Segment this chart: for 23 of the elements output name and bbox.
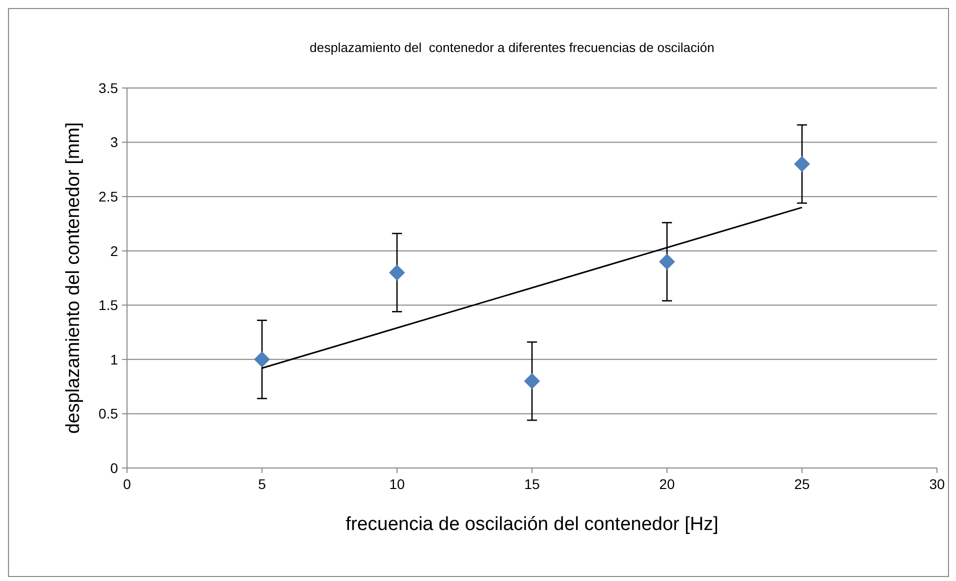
point (389, 264, 405, 281)
point (794, 156, 810, 172)
x-tick-label: 20 (659, 476, 675, 492)
y-tick-label: 3 (110, 134, 118, 150)
x-tick-label: 25 (794, 476, 810, 492)
point (659, 254, 675, 270)
x-axis-title: frecuencia de oscilación del contenedor [Hz] (346, 514, 718, 535)
point (254, 351, 270, 368)
x-tick-label: 0 (123, 476, 132, 492)
x-tick-label: 5 (258, 476, 266, 492)
y-tick-label: 1.5 (98, 297, 118, 314)
chart-title: desplazamiento del contenedor a diferentes frecuencias de oscilación (310, 40, 714, 55)
x-tick-label: 30 (929, 476, 945, 492)
y-tick-label: 1 (110, 351, 118, 368)
y-tick-label: 3.5 (98, 80, 118, 96)
y-tick-label: 0.5 (98, 406, 118, 422)
y-tick-label: 2.5 (98, 188, 118, 204)
x-tick-label: 15 (524, 476, 540, 492)
x-tick-label: 10 (389, 476, 405, 492)
y-tick-label: 2 (110, 242, 118, 259)
y-axis-title: desplazamiento del contenedor [mm] (63, 122, 84, 434)
point (524, 373, 540, 390)
y-tick-label: 0 (110, 460, 118, 476)
